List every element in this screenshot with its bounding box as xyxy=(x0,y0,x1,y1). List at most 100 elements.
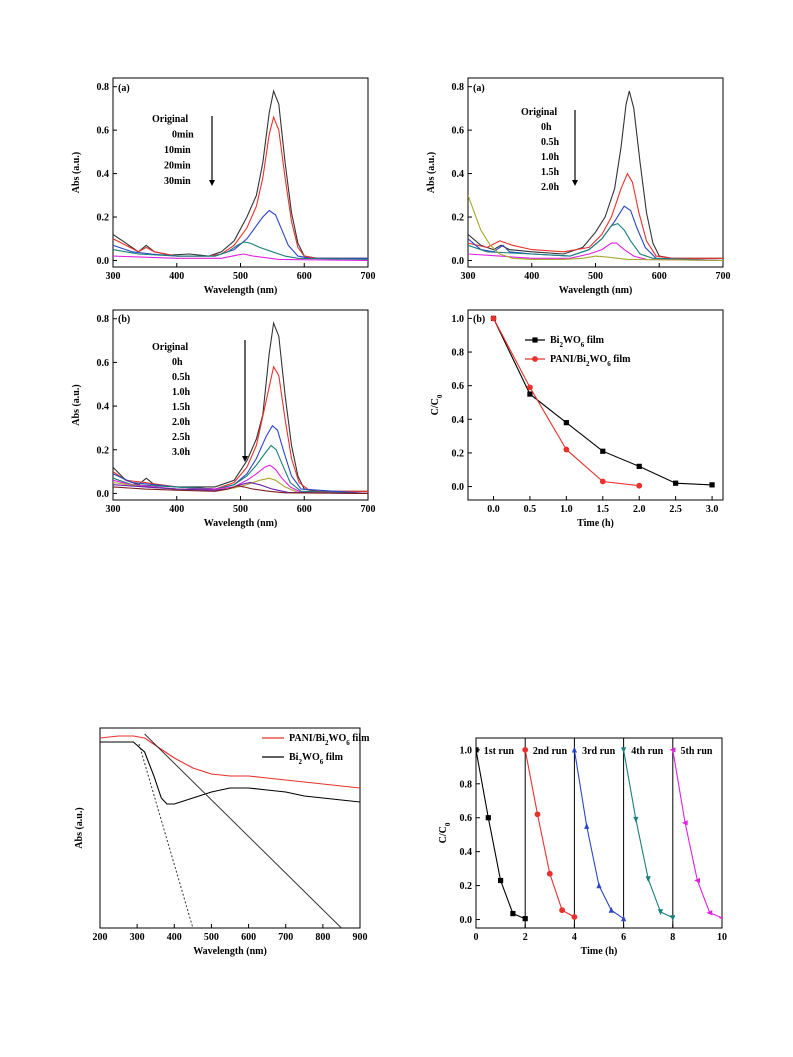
legend-entry: Original xyxy=(152,114,188,125)
data-point xyxy=(563,420,569,426)
plot-frame xyxy=(467,77,724,268)
x-tick-label: 700 xyxy=(361,271,376,282)
data-point xyxy=(527,391,533,397)
legend-entry: 0.5h xyxy=(541,137,560,148)
x-axis-label: Time (h) xyxy=(581,946,618,957)
x-axis-label: Wavelength (nm) xyxy=(204,285,278,296)
series-line xyxy=(468,195,723,262)
legend-entry: 1.0h xyxy=(172,387,191,398)
legend-entry: 20min xyxy=(164,161,191,172)
data-point xyxy=(498,877,504,884)
data-point xyxy=(621,747,627,754)
x-tick-label: 500 xyxy=(588,271,603,282)
series-line xyxy=(100,741,360,805)
y-tick-label: 0.4 xyxy=(97,169,110,180)
legend-entry: 3.0h xyxy=(172,447,191,458)
legend-label: PANI/Bi2WO6 film xyxy=(289,733,370,747)
legend-entry: 0.5h xyxy=(172,372,191,383)
legend-entry: Original xyxy=(152,342,188,353)
y-tick-label: 0.6 xyxy=(97,358,110,369)
series-line xyxy=(113,320,368,492)
x-tick-label: 200 xyxy=(93,932,108,943)
y-tick-label: 0.4 xyxy=(452,415,465,426)
x-tick-label: 3.0 xyxy=(706,504,719,515)
x-axis-label: Wavelength (nm) xyxy=(559,285,633,296)
y-axis-label: C/C0 xyxy=(430,394,444,415)
x-tick-label: 500 xyxy=(233,504,248,515)
plot-frame xyxy=(467,309,724,501)
y-axis-label: Abs (a.u.) xyxy=(426,152,437,193)
x-tick-label: 2.5 xyxy=(669,504,682,515)
x-axis-label: Wavelength (nm) xyxy=(193,946,267,957)
series-line xyxy=(113,115,368,259)
data-point xyxy=(584,823,590,829)
x-tick-label: 400 xyxy=(167,932,182,943)
run-label: 5th run xyxy=(680,746,712,757)
run-label: 2nd run xyxy=(533,746,568,757)
chart-top-left: 300 400 500 600 700 0.0 0.2 0.4 0.6 0.8 Wavelength… xyxy=(71,77,376,296)
y-tick-label: 0.4 xyxy=(452,169,465,180)
arrow-head xyxy=(209,180,215,186)
panel-label: (b) xyxy=(118,314,130,325)
series-line xyxy=(468,242,723,262)
y-tick-label: 0.6 xyxy=(97,126,110,137)
y-tick-label: 0.4 xyxy=(460,847,473,858)
data-point xyxy=(599,478,606,485)
y-tick-label: 1.0 xyxy=(460,745,473,756)
data-point xyxy=(681,820,688,826)
series-line xyxy=(113,481,368,494)
series-line xyxy=(476,749,526,920)
data-point xyxy=(546,870,553,877)
series-group xyxy=(113,89,368,262)
run-label: 3rd run xyxy=(582,746,616,757)
data-point xyxy=(636,463,642,469)
legend-entry: 0h xyxy=(172,357,183,368)
x-tick-label: 300 xyxy=(106,271,121,282)
x-tick-label: 700 xyxy=(716,271,731,282)
data-point xyxy=(571,914,578,920)
panel-label: (a) xyxy=(118,83,130,94)
chart-bottom-right: 0 2 4 6 8 10 0.0 0.2 0.4 0.6 0.8 1.0 Time (h) C/C0 1st… xyxy=(438,737,727,957)
series-group xyxy=(490,315,715,489)
x-tick-label: 500 xyxy=(233,271,248,282)
x-tick-label: 600 xyxy=(652,271,667,282)
series-line xyxy=(113,365,368,492)
panel-label: (a) xyxy=(473,83,485,94)
y-tick-label: 1.0 xyxy=(452,314,465,325)
arrow-head xyxy=(242,456,248,462)
x-tick-label: 4 xyxy=(572,932,577,943)
x-tick-label: 500 xyxy=(204,932,219,943)
y-tick-label: 0.2 xyxy=(452,448,465,459)
x-tick-label: 400 xyxy=(524,271,539,282)
y-axis-label: Abs (a.u.) xyxy=(71,384,82,425)
data-point xyxy=(694,877,700,884)
series-line xyxy=(113,209,368,259)
x-tick-label: 300 xyxy=(130,932,145,943)
y-tick-label: 0.0 xyxy=(452,482,465,493)
data-point xyxy=(522,746,529,753)
y-tick-label: 0.2 xyxy=(97,213,110,224)
data-point xyxy=(571,746,577,753)
plot-frame xyxy=(475,737,723,929)
x-tick-label: 700 xyxy=(278,932,293,943)
data-point xyxy=(563,446,570,453)
legend-entry: 2.0h xyxy=(541,182,560,193)
data-point xyxy=(709,482,715,488)
y-tick-label: 0.0 xyxy=(460,915,473,926)
x-tick-label: 800 xyxy=(315,932,330,943)
series-group xyxy=(100,733,360,928)
legend-label: Bi2WO6 film xyxy=(550,335,605,349)
data-point xyxy=(633,816,639,823)
x-tick-label: 2 xyxy=(523,932,528,943)
series-line xyxy=(113,253,368,262)
series-line xyxy=(113,485,368,494)
data-point xyxy=(718,916,722,920)
series-line xyxy=(144,733,342,928)
data-point xyxy=(608,906,614,913)
run-label: 1st run xyxy=(484,746,515,757)
x-tick-label: 600 xyxy=(297,271,312,282)
x-tick-label: 6 xyxy=(621,932,626,943)
panel-label: (b) xyxy=(473,314,485,325)
series-group xyxy=(113,320,368,494)
